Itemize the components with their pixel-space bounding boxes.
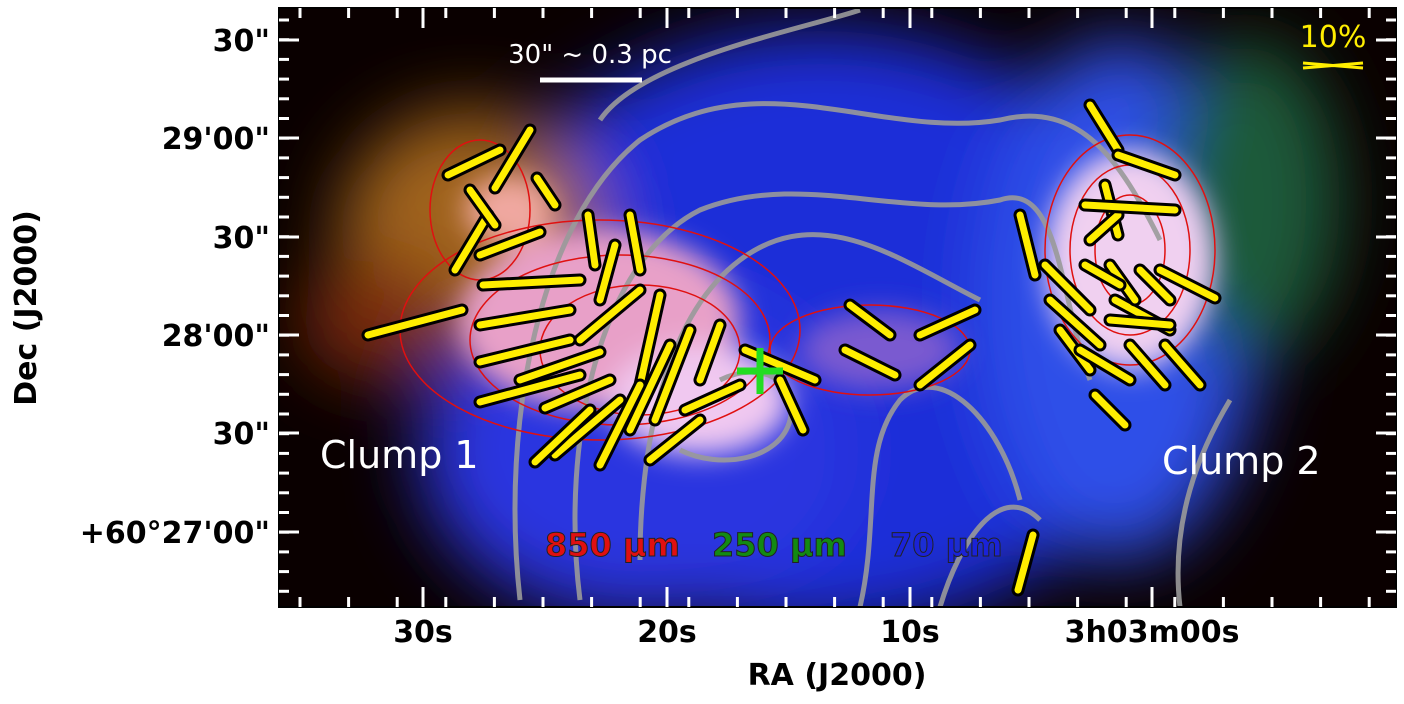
vector [444, 146, 504, 179]
vector [1136, 266, 1174, 304]
vector [1046, 296, 1104, 349]
vector [1126, 341, 1169, 389]
vector [651, 326, 694, 424]
polarization-scale-label: 10% [1300, 20, 1367, 55]
vector [1086, 101, 1122, 154]
vector [364, 306, 466, 339]
vector [479, 276, 584, 289]
vector [1076, 346, 1134, 384]
y-axis-label: Dec (J2000) [9, 210, 44, 406]
clump-label: Clump 1 [320, 433, 479, 477]
vector [1161, 341, 1204, 389]
x-tick-label: 20s [637, 615, 697, 650]
vector [1091, 391, 1129, 429]
y-tick-label: 30" [213, 417, 270, 452]
tick-marks [279, 8, 1396, 607]
vector [1106, 316, 1174, 329]
x-tick-label: 30s [393, 615, 453, 650]
vector [1041, 261, 1094, 314]
x-axis-label: RA (J2000) [748, 658, 927, 693]
vector [846, 301, 894, 339]
y-tick-label: 29'00" [162, 122, 270, 157]
vector [476, 306, 574, 329]
vector [1114, 151, 1179, 179]
scale-bar-label: 30" ~ 0.3 pc [508, 40, 672, 70]
vector [596, 241, 619, 304]
vector [636, 291, 664, 389]
vector [646, 416, 704, 464]
polarization-vectors [361, 98, 1222, 597]
vector [531, 406, 594, 466]
vector [696, 321, 724, 384]
vector [451, 211, 492, 274]
vector [476, 336, 574, 366]
vector [551, 396, 624, 459]
vector [626, 341, 674, 434]
y-tick-label: 28'00" [162, 319, 270, 354]
vector [476, 371, 584, 406]
legend-item: 850 μm [545, 526, 680, 564]
vector [491, 126, 534, 192]
vector [466, 186, 499, 229]
vector [516, 348, 604, 384]
legend-item: 250 μm [712, 526, 847, 564]
vector [681, 381, 744, 414]
y-tick-label: 30" [213, 221, 270, 256]
vector [626, 211, 644, 274]
x-tick-label: 10s [880, 615, 940, 650]
vector [841, 346, 899, 379]
polarization-scale-bar [1302, 61, 1364, 70]
vector [533, 174, 559, 209]
legend-item: 70 μm [890, 526, 1003, 564]
vector [596, 381, 644, 469]
vector [776, 376, 807, 434]
vector [1081, 201, 1179, 214]
vector [1086, 211, 1122, 244]
vector [584, 211, 599, 269]
vector [1081, 261, 1124, 289]
y-tick-label: 30" [213, 24, 270, 59]
vector [476, 228, 544, 259]
vector [916, 306, 979, 339]
y-tick-label: +60°27'00" [80, 516, 270, 551]
clump-label: Clump 2 [1162, 439, 1321, 483]
vector [1156, 266, 1219, 302]
vector [916, 341, 974, 389]
vector [576, 286, 644, 344]
vector [1014, 531, 1037, 594]
source-marker [737, 348, 783, 394]
image [279, 8, 1396, 607]
frame [278, 7, 1397, 608]
vector [541, 376, 614, 412]
vector [1016, 211, 1039, 279]
x-tick-label: 3h03m00s [1065, 615, 1240, 650]
